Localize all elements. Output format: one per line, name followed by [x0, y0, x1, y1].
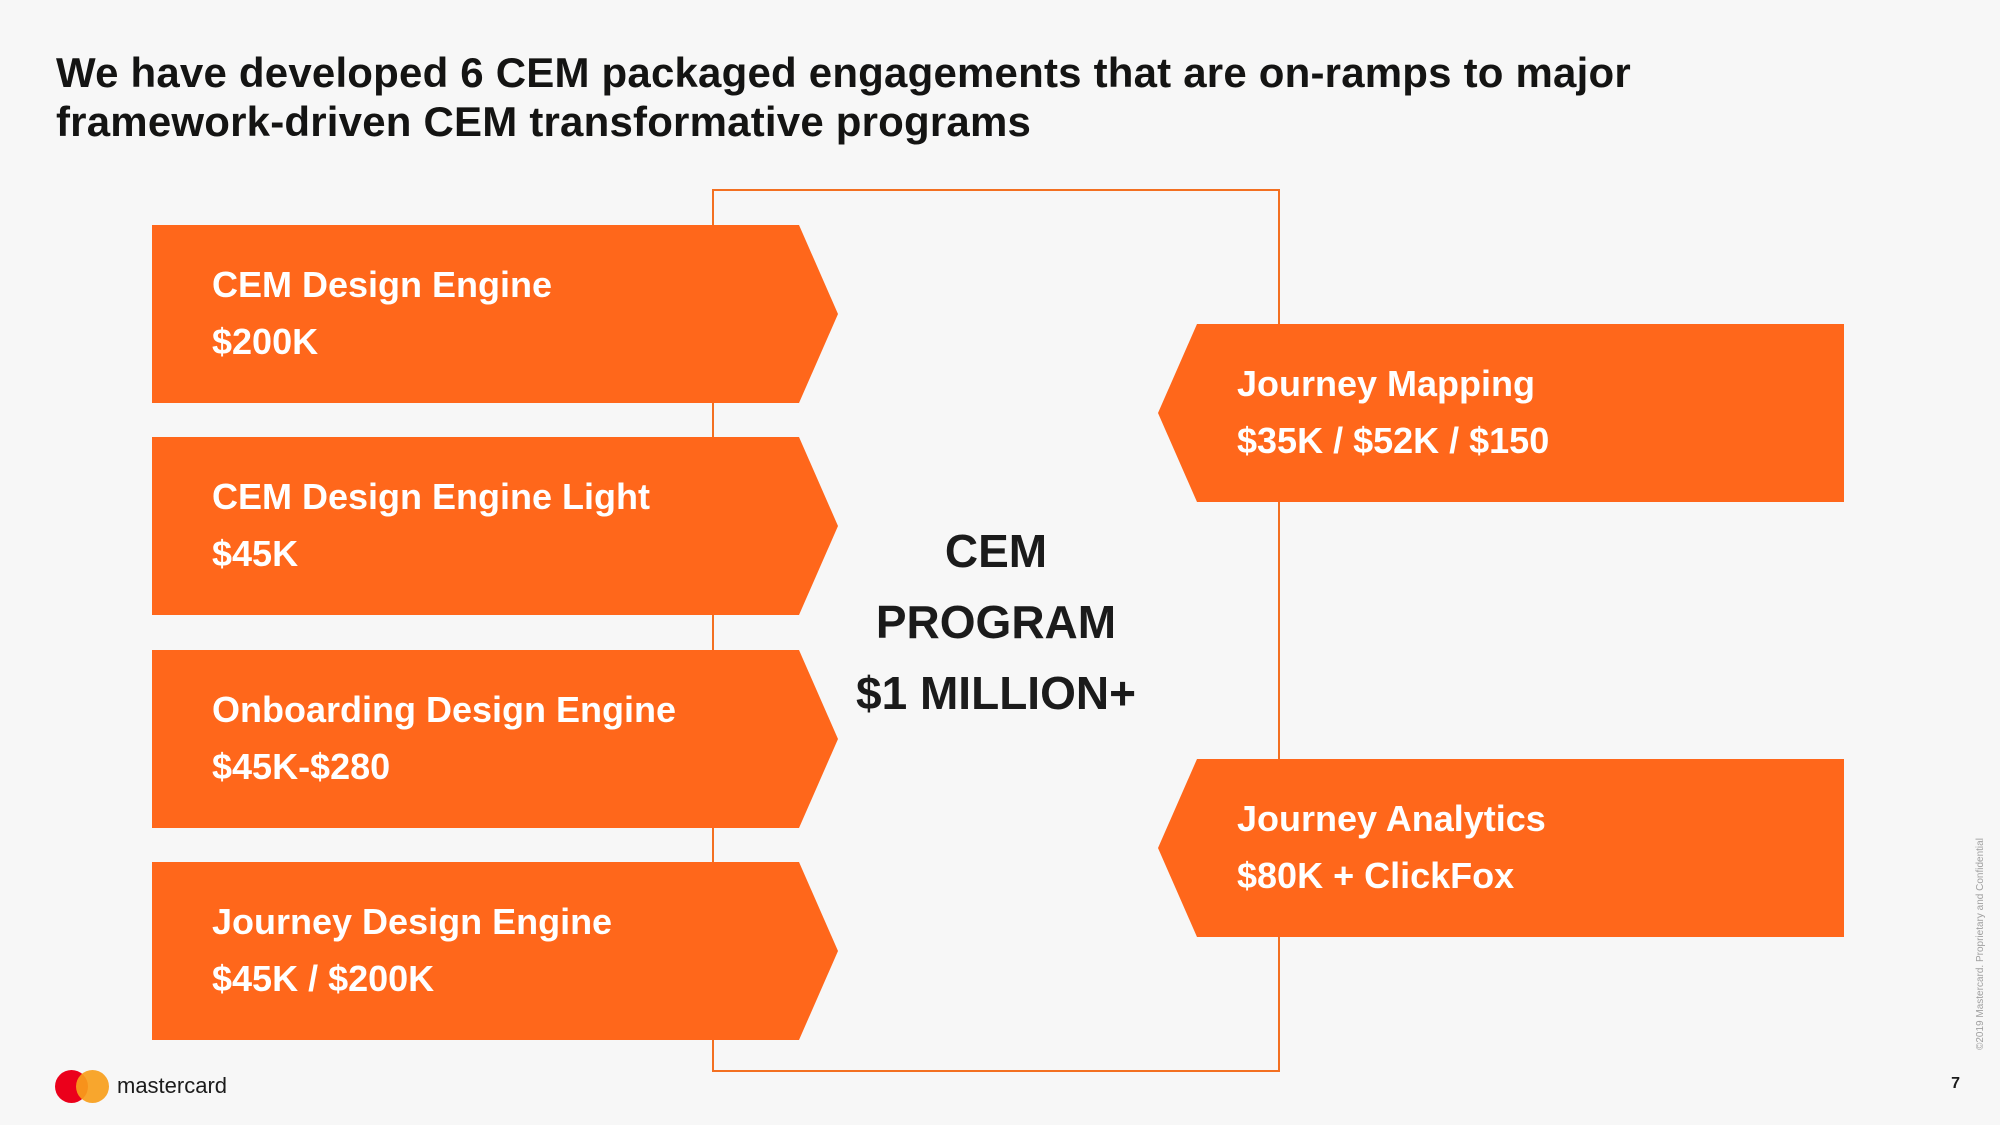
logo-yellow-circle [76, 1070, 109, 1103]
program-line-1: CEM [944, 525, 1048, 577]
engagement-price: $35K / $52K / $150 [1237, 420, 1550, 461]
engagement-journey-mapping: Journey Mapping $35K / $52K / $150 [1158, 324, 1844, 502]
engagement-journey-analytics: Journey Analytics $80K + ClickFox [1158, 759, 1844, 937]
copyright-text: ©2019 Mastercard. Proprietary and Confid… [1975, 838, 1986, 1050]
slide-title-line-1: We have developed 6 CEM packaged engagem… [56, 49, 1631, 96]
page-number: 7 [1951, 1075, 1960, 1092]
engagement-name: Journey Design Engine [212, 901, 613, 942]
engagement-name: CEM Design Engine [212, 264, 553, 305]
program-line-3: $1 MILLION+ [856, 667, 1136, 719]
engagement-onboarding-design-engine: Onboarding Design Engine $45K-$280 [152, 650, 838, 828]
brand-name: mastercard [117, 1073, 228, 1098]
mastercard-logo-icon [55, 1070, 109, 1103]
copyright-notice: ©2019 Mastercard. Proprietary and Confid… [1974, 780, 1988, 1050]
engagement-name: CEM Design Engine Light [212, 476, 650, 517]
engagement-cem-design-engine-light: CEM Design Engine Light $45K [152, 437, 838, 615]
engagement-price: $80K + ClickFox [1237, 855, 1515, 896]
engagement-price: $45K [212, 533, 299, 574]
engagement-name: Journey Mapping [1237, 363, 1536, 404]
slide-title: We have developed 6 CEM packaged engagem… [56, 48, 1906, 146]
slide-title-line-2: framework-driven CEM transformative prog… [56, 98, 1032, 145]
engagement-cem-design-engine: CEM Design Engine $200K [152, 225, 838, 403]
engagement-price: $45K-$280 [212, 746, 391, 787]
cem-program-label: CEM PROGRAM $1 MILLION+ [712, 516, 1280, 729]
engagement-price: $45K / $200K [212, 958, 435, 999]
program-line-2: PROGRAM [875, 596, 1117, 648]
engagement-name: Onboarding Design Engine [212, 689, 677, 730]
engagement-name: Journey Analytics [1237, 798, 1546, 839]
engagement-journey-design-engine: Journey Design Engine $45K / $200K [152, 862, 838, 1040]
engagement-price: $200K [212, 321, 319, 362]
program-frame [712, 189, 1280, 1072]
